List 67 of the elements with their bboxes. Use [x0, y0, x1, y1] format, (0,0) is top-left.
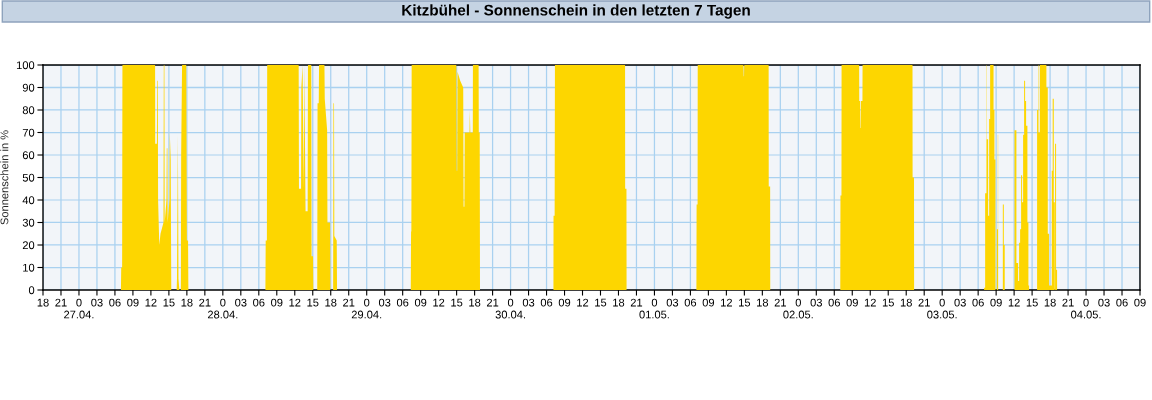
- x-tick-label: 09: [558, 298, 571, 307]
- x-tick-label: 21: [343, 298, 355, 307]
- x-tick-label: 15: [307, 298, 319, 307]
- x-tick-label: 21: [774, 298, 786, 307]
- x-tick-label: 03: [666, 298, 679, 307]
- x-tick-label: 12: [864, 298, 876, 307]
- x-tick-label: 12: [289, 298, 301, 307]
- y-tick-label: 50: [22, 173, 35, 182]
- x-tick-label: 15: [882, 298, 894, 307]
- y-tick-label: 80: [22, 106, 35, 115]
- chart-title: Kitzbühel - Sonnenschein in den letzten 7 Tagen: [402, 4, 750, 19]
- x-tick-label: 03: [810, 298, 822, 307]
- x-tick-label: 12: [1008, 298, 1020, 307]
- y-tick-label: 0: [28, 286, 35, 295]
- y-tick-label: 10: [23, 263, 35, 272]
- x-tick-label: 15: [451, 298, 463, 307]
- x-tick-label: 15: [595, 298, 607, 307]
- x-tick-label: 03: [1098, 298, 1110, 307]
- x-tick-label: 09: [1134, 298, 1146, 307]
- x-tick-label: 03: [522, 298, 535, 307]
- x-tick-label: 06: [396, 298, 409, 307]
- x-tick-label: 06: [109, 298, 121, 307]
- x-tick-label: 09: [414, 298, 427, 307]
- x-tick-label: 06: [1116, 298, 1128, 307]
- x-tick-label: 21: [630, 298, 643, 307]
- x-tick-label: 09: [702, 298, 715, 307]
- x-tick-label: 18: [757, 298, 769, 307]
- x-tick-label: 21: [1062, 298, 1074, 307]
- x-tick-label: 21: [918, 298, 930, 307]
- x-tick-label: 18: [900, 298, 912, 307]
- x-tick-label: 21: [486, 298, 499, 307]
- x-tick-label: 06: [253, 298, 265, 307]
- x-tick-label: 21: [55, 298, 67, 307]
- y-tick-label: 90: [22, 83, 35, 92]
- y-tick-label: 30: [22, 218, 35, 227]
- x-tick-label: 12: [433, 298, 445, 307]
- y-tick-label: 60: [22, 151, 35, 160]
- y-tick-label: 100: [16, 61, 35, 70]
- y-tick-label: 40: [22, 196, 35, 205]
- x-tick-label: 12: [721, 298, 732, 307]
- x-tick-label: 18: [325, 298, 337, 307]
- x-tick-label: 15: [739, 298, 751, 307]
- x-tick-label: 15: [163, 298, 175, 307]
- x-tick-label: 21: [199, 298, 211, 307]
- x-tick-label: 03: [954, 298, 966, 307]
- x-tick-label: 03: [91, 298, 103, 307]
- y-axis-title: Sonnenschein in %: [0, 130, 9, 225]
- x-tick-label: 06: [540, 298, 553, 307]
- x-tick-label: 06: [972, 298, 984, 307]
- x-tick-label: 12: [577, 298, 589, 307]
- x-tick-label: 09: [271, 298, 283, 307]
- x-tick-label: 03: [235, 298, 247, 307]
- x-tick-label: 15: [1026, 298, 1038, 307]
- x-tick-label: 12: [145, 298, 157, 307]
- x-tick-label: 06: [684, 298, 697, 307]
- x-tick-label: 06: [828, 298, 840, 307]
- x-tick-label: 18: [181, 298, 193, 307]
- x-tick-label: 18: [37, 298, 49, 307]
- x-tick-label: 09: [846, 298, 858, 307]
- x-tick-label: 18: [613, 298, 625, 307]
- x-tick-label: 18: [1044, 298, 1056, 307]
- x-tick-label: 09: [990, 298, 1002, 307]
- x-tick-label: 03: [378, 298, 391, 307]
- x-tick-label: 18: [469, 298, 481, 307]
- y-tick-label: 70: [22, 128, 35, 137]
- y-tick-label: 20: [22, 241, 35, 250]
- x-tick-label: 09: [127, 298, 139, 307]
